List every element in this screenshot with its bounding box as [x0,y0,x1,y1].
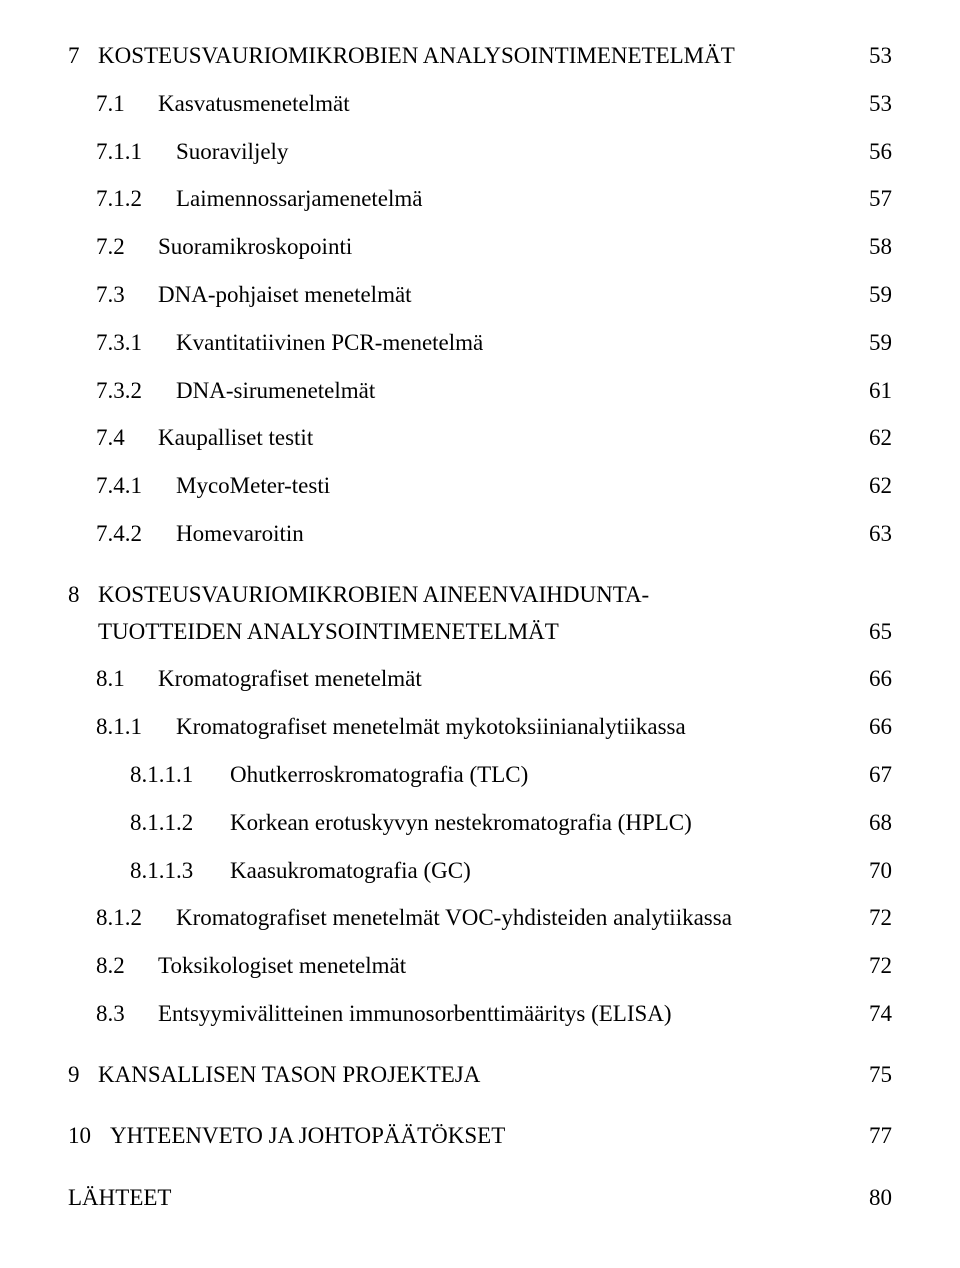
toc-number: 8.1.1.3 [130,853,230,890]
toc-number: 7.4 [96,420,158,457]
toc-number: 8.1.1.2 [130,805,230,842]
toc-title: Entsyymivälitteinen immunosorbenttimääri… [158,996,672,1033]
toc-title: KOSTEUSVAURIOMIKROBIEN AINEENVAIHDUNTA-T… [98,577,778,651]
toc-number: 7.3.1 [96,325,176,362]
toc-title: Kvantitatiivinen PCR-menetelmä [176,325,483,362]
toc-title: Korkean erotuskyvyn nestekromatografia (… [230,805,692,842]
toc-number: 8.2 [96,948,158,985]
toc-page-number: 56 [849,134,892,171]
toc-title: Laimennossarjamenetelmä [176,181,423,218]
toc-page-number: 74 [849,996,892,1033]
toc-title: Suoraviljely [176,134,288,171]
toc-chapter-9: 9KANSALLISEN TASON PROJEKTEJA 75 [68,1057,892,1094]
toc-number: 8.1.1 [96,709,176,746]
toc-title: Suoramikroskopointi [158,229,352,266]
toc-number: 7.3.2 [96,373,176,410]
toc-page-number: 70 [849,853,892,890]
toc-number: 7.1.1 [96,134,176,171]
toc-references: LÄHTEET 80 [68,1180,892,1217]
toc-page-number: 58 [849,229,892,266]
toc-title: Toksikologiset menetelmät [158,948,406,985]
toc-title: Ohutkerroskromatografia (TLC) [230,757,528,794]
toc-number: 7.4.2 [96,516,176,553]
toc-page-number: 59 [849,277,892,314]
toc-title: KANSALLISEN TASON PROJEKTEJA [98,1057,480,1094]
toc-page-number: 72 [849,948,892,985]
toc-title: YHTEENVETO JA JOHTOPÄÄTÖKSET [110,1118,505,1155]
toc-number: 7 [68,38,98,75]
toc-chapter-8: 8 KOSTEUSVAURIOMIKROBIEN AINEENVAIHDUNTA… [68,577,892,1033]
toc-title: Homevaroitin [176,516,304,553]
toc-page-number: 77 [849,1118,892,1155]
toc-page-number: 75 [849,1057,892,1094]
toc-number: 7.1.2 [96,181,176,218]
toc-page-number: 62 [849,420,892,457]
toc-page-number: 67 [849,757,892,794]
toc-title: LÄHTEET [68,1180,171,1217]
toc-page-number: 72 [849,900,892,937]
toc-number: 9 [68,1057,98,1094]
toc-page-number: 66 [849,661,892,698]
toc-page-number: 62 [849,468,892,505]
toc-number: 7.3 [96,277,158,314]
toc-page-number: 61 [849,373,892,410]
toc-page-number: 59 [849,325,892,362]
toc-chapter-7: 7 KOSTEUSVAURIOMIKROBIEN ANALYSOINTIMENE… [68,38,892,553]
toc-page-number: 68 [849,805,892,842]
toc-title: DNA-pohjaiset menetelmät [158,277,412,314]
toc-number: 8.1.2 [96,900,176,937]
toc-page: 7 KOSTEUSVAURIOMIKROBIEN ANALYSOINTIMENE… [0,0,960,1268]
toc-row: 8 KOSTEUSVAURIOMIKROBIEN AINEENVAIHDUNTA… [68,577,892,651]
toc-page-number: 57 [849,181,892,218]
toc-number: 7.4.1 [96,468,176,505]
toc-page-number: 80 [849,1180,892,1217]
toc-page-number: 53 [849,38,892,75]
toc-page-number: 65 [849,614,892,651]
toc-title: MycoMeter-testi [176,468,330,505]
toc-title: DNA-sirumenetelmät [176,373,375,410]
toc-number: 8.1.1.1 [130,757,230,794]
toc-title: KOSTEUSVAURIOMIKROBIEN ANALYSOINTIMENETE… [98,38,735,75]
toc-number: 8.3 [96,996,158,1033]
toc-number: 7.2 [96,229,158,266]
toc-title: Kasvatusmenetelmät [158,86,350,123]
toc-number: 10 [68,1118,110,1155]
toc-number: 8.1 [96,661,158,698]
toc-page-number: 66 [849,709,892,746]
toc-page-number: 63 [849,516,892,553]
toc-number: 8 [68,577,98,614]
toc-page-number: 53 [849,86,892,123]
toc-number: 7.1 [96,86,158,123]
toc-title: Kaasukromatografia (GC) [230,853,471,890]
toc-chapter-10: 10YHTEENVETO JA JOHTOPÄÄTÖKSET 77 [68,1118,892,1155]
toc-title: Kromatografiset menetelmät [158,661,422,698]
toc-row: 7 KOSTEUSVAURIOMIKROBIEN ANALYSOINTIMENE… [68,38,892,75]
toc-title: Kaupalliset testit [158,420,313,457]
toc-title: Kromatografiset menetelmät mykotoksiinia… [176,709,686,746]
toc-title: Kromatografiset menetelmät VOC-yhdisteid… [176,900,732,937]
